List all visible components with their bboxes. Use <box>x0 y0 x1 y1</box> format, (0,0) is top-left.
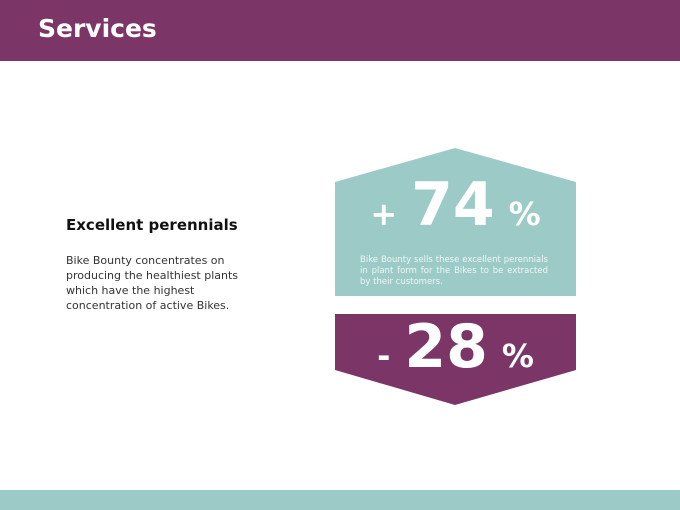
stat-value: 74 <box>411 170 495 240</box>
footer-bar <box>0 490 680 510</box>
stat-sign: - <box>377 337 391 375</box>
stat-unit: % <box>508 195 541 233</box>
stat-description: Bike Bounty sells these excellent perenn… <box>360 255 548 287</box>
stat-value: 28 <box>404 312 488 382</box>
stat-unit: % <box>501 337 534 375</box>
header-bar <box>0 0 680 61</box>
stat-sign: + <box>370 195 398 233</box>
section-body: Bike Bounty concentrates on producing th… <box>66 254 239 312</box>
purple-shape <box>335 314 576 405</box>
teal-shape <box>335 148 576 296</box>
slide-title: Services <box>38 14 157 43</box>
stat-row: + 74 % <box>335 170 576 240</box>
stat-row: - 28 % <box>335 312 576 382</box>
section-heading: Excellent perennials <box>66 216 238 234</box>
